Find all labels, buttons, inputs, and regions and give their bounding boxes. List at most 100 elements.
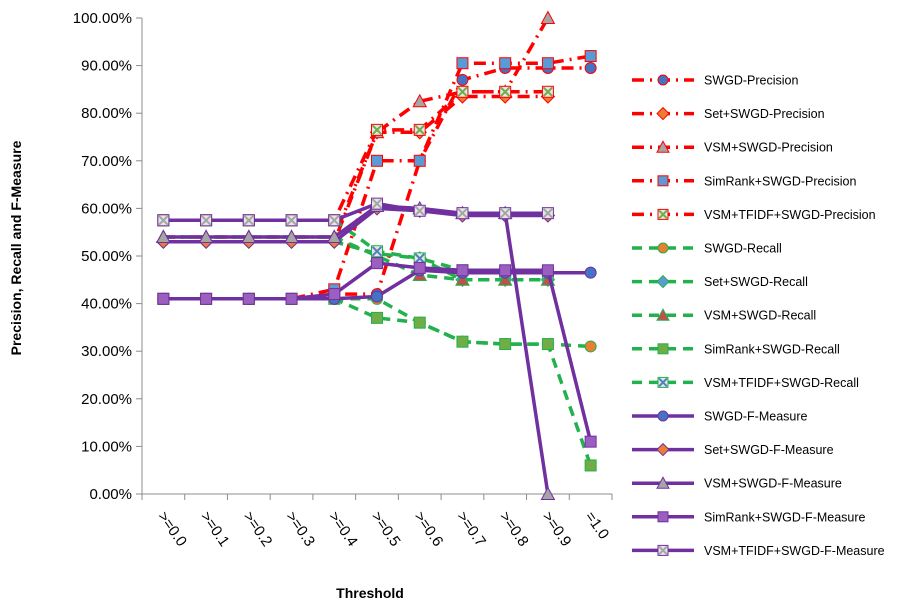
- data-point: [456, 207, 469, 220]
- legend-marker: [656, 442, 670, 457]
- x-tick-label: >=0.4: [325, 509, 361, 550]
- data-point: [371, 290, 383, 303]
- data-point: [371, 311, 383, 324]
- data-point: [456, 85, 469, 98]
- legend-item: VSM+SWGD-Precision: [632, 140, 833, 155]
- series-line: [163, 90, 548, 223]
- legend-marker: [656, 308, 670, 321]
- y-tick-label: 100.00%: [73, 10, 132, 27]
- data-point: [541, 57, 554, 70]
- legend-label: VSM+TFIDF+SWGD-F-Measure: [704, 544, 885, 558]
- legend-item: SimRank+SWGD-Precision: [632, 174, 857, 188]
- legend-marker: [657, 343, 669, 355]
- x-tick-label: >=0.3: [282, 509, 318, 550]
- data-point: [584, 459, 597, 472]
- legend-marker: [657, 410, 669, 422]
- data-point: [413, 123, 426, 136]
- y-tick-label: 20.00%: [81, 391, 132, 408]
- legend-marker: [656, 140, 670, 153]
- series-line: [163, 206, 548, 244]
- data-point: [540, 486, 556, 500]
- x-tick-label: >=0.7: [453, 509, 489, 550]
- legend-item: VSM+SWGD-Recall: [632, 308, 816, 323]
- legend-label: SWGD-Precision: [704, 74, 799, 88]
- data-point: [541, 264, 554, 277]
- data-point: [499, 85, 512, 98]
- legend-item: VSM+TFIDF+SWGD-F-Measure: [632, 544, 885, 558]
- x-tick-label: >=0.1: [197, 509, 233, 550]
- data-point: [285, 292, 298, 305]
- data-point: [326, 229, 342, 243]
- data-point: [499, 338, 512, 351]
- legend-marker: [656, 106, 670, 121]
- legend-label: VSM+TFIDF+SWGD-Recall: [704, 376, 859, 390]
- data-point: [499, 264, 512, 277]
- legend-label: Set+SWGD-Recall: [704, 275, 808, 289]
- data-point: [371, 197, 383, 210]
- x-tick-label: >=0.2: [240, 509, 276, 550]
- legend-label: Set+SWGD-F-Measure: [704, 443, 834, 457]
- legend-marker: [656, 476, 670, 489]
- y-tick-label: 10.00%: [81, 438, 132, 455]
- legend-item: VSM+TFIDF+SWGD-Recall: [632, 376, 859, 390]
- series: [156, 10, 556, 243]
- data-point: [455, 272, 470, 286]
- data-point: [584, 435, 597, 448]
- legend-label: VSM+SWGD-Recall: [704, 309, 816, 323]
- y-tick-label: 90.00%: [81, 58, 132, 75]
- legend-item: VSM+TFIDF+SWGD-Precision: [632, 208, 876, 222]
- legend-item: SWGD-F-Measure: [632, 410, 808, 424]
- data-point: [200, 214, 213, 227]
- data-point: [371, 154, 383, 167]
- data-point: [371, 257, 383, 270]
- data-point: [413, 204, 426, 217]
- data-point: [584, 61, 597, 74]
- legend-label: Set+SWGD-Precision: [704, 107, 825, 121]
- x-tick-label: >=0.0: [154, 509, 190, 550]
- data-point: [499, 57, 512, 70]
- series-line: [163, 94, 548, 244]
- legend-marker: [657, 74, 669, 86]
- legend-item: SWGD-Recall: [632, 242, 782, 256]
- y-tick-label: 60.00%: [81, 200, 132, 217]
- data-point: [456, 335, 469, 348]
- data-point: [456, 57, 469, 70]
- data-point: [584, 266, 597, 279]
- series: [157, 85, 554, 227]
- data-point: [200, 292, 213, 305]
- data-point: [413, 316, 426, 329]
- y-tick-label: 50.00%: [81, 248, 132, 265]
- legend-label: SimRank+SWGD-Recall: [704, 342, 840, 356]
- data-point: [285, 214, 298, 227]
- data-point: [584, 50, 597, 63]
- data-point: [241, 229, 257, 243]
- legend-item: Set+SWGD-Recall: [632, 274, 808, 289]
- legend-marker: [657, 208, 669, 220]
- x-tick-label: >=0.9: [539, 509, 575, 550]
- legend-marker: [657, 511, 669, 523]
- data-point: [328, 214, 341, 227]
- data-point: [371, 245, 383, 258]
- data-point: [413, 154, 426, 167]
- legend-item: SimRank+SWGD-F-Measure: [632, 510, 866, 524]
- data-point: [541, 85, 554, 98]
- series: [157, 197, 554, 227]
- data-point: [371, 123, 383, 136]
- series: [157, 257, 597, 448]
- y-tick-label: 80.00%: [81, 105, 132, 122]
- legend-label: SimRank+SWGD-Precision: [704, 174, 857, 188]
- legend-label: VSM+TFIDF+SWGD-Precision: [704, 208, 876, 222]
- legend: SWGD-Precision Set+SWGD-Precision VSM+SWGD…: [632, 74, 885, 558]
- legend-marker: [657, 376, 669, 388]
- legend-item: Set+SWGD-F-Measure: [632, 442, 834, 457]
- data-point: [499, 207, 512, 220]
- x-tick-label: >=0.8: [496, 509, 532, 550]
- y-tick-label: 30.00%: [81, 343, 132, 360]
- series-layer: [156, 10, 597, 500]
- y-tick-label: 70.00%: [81, 153, 132, 170]
- series: [156, 201, 556, 249]
- x-tick-label: >=0.6: [410, 509, 446, 550]
- legend-marker: [657, 175, 669, 187]
- data-point: [156, 229, 171, 243]
- legend-label: SWGD-F-Measure: [704, 410, 808, 424]
